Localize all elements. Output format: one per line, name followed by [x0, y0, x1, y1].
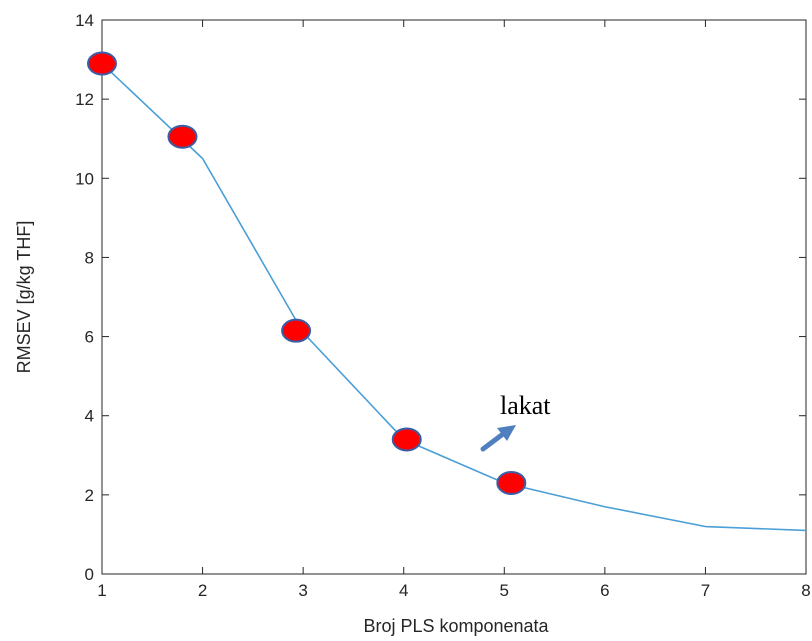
annotation-label: lakat — [500, 391, 551, 420]
y-axis-label: RMSEV [g/kg THF] — [14, 221, 34, 374]
x-tick-label: 7 — [701, 581, 710, 600]
y-tick-label: 2 — [85, 486, 94, 505]
y-tick-label: 0 — [85, 565, 94, 584]
data-point-marker — [496, 470, 527, 495]
x-tick-label: 1 — [97, 581, 106, 600]
x-axis-label: Broj PLS komponenata — [363, 616, 549, 636]
annotation-layer: lakat — [480, 391, 551, 452]
annotation-arrow-shaft — [480, 431, 506, 452]
plot-area-frame — [101, 19, 807, 575]
x-tick-label: 6 — [600, 581, 609, 600]
x-tick-label: 2 — [198, 581, 207, 600]
x-tick-label: 3 — [298, 581, 307, 600]
y-tick-label: 8 — [85, 248, 94, 267]
y-tick-label: 10 — [75, 169, 94, 188]
y-tick-label: 6 — [85, 328, 94, 347]
y-tick-label: 14 — [75, 11, 94, 30]
data-point-marker — [391, 427, 422, 452]
y-tick-label: 4 — [85, 407, 94, 426]
data-point-marker — [87, 51, 117, 76]
y-tick-label: 12 — [75, 90, 94, 109]
x-tick-label: 5 — [500, 581, 509, 600]
x-tick-label: 4 — [399, 581, 408, 600]
series-layer — [101, 62, 807, 532]
x-tick-label: 8 — [801, 581, 810, 600]
marker-layer — [87, 51, 527, 495]
annotation-arrow-head — [497, 425, 516, 441]
data-point-marker — [167, 124, 198, 149]
data-point-marker — [281, 318, 312, 343]
series-line — [101, 62, 807, 532]
